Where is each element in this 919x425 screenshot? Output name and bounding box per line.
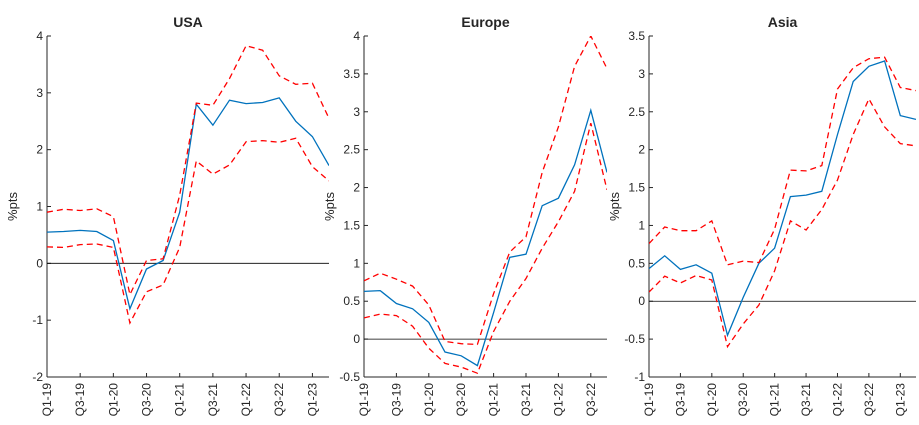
chart-title: USA bbox=[173, 14, 203, 30]
y-tick-label: 3 bbox=[36, 86, 43, 100]
y-tick-label: 1 bbox=[638, 218, 645, 232]
x-tick-label: Q3-19 bbox=[73, 383, 87, 417]
y-tick-label: 3 bbox=[353, 105, 360, 119]
x-tick-label: Q3-20 bbox=[736, 383, 750, 417]
x-tick-label: Q1-20 bbox=[422, 383, 436, 417]
chart-panel-2: -0.5 0 0.5 1 1.5 2 2.5 3 3.5 4 Q1-19 Q3-19 Q1-20 Q3-2… bbox=[322, 14, 607, 416]
plot-area bbox=[364, 36, 607, 375]
y-tick-label: 0.5 bbox=[628, 256, 645, 270]
series-line-lower bbox=[649, 97, 916, 349]
x-tick-label: Q1-23 bbox=[893, 383, 907, 417]
x-tick-label: Q1-21 bbox=[173, 383, 187, 417]
y-tick-label: 2 bbox=[638, 143, 645, 157]
x-tick-label: Q1-20 bbox=[705, 383, 719, 417]
x-tick-label: Q1-23 bbox=[305, 383, 319, 417]
y-tick-label: -1 bbox=[634, 370, 645, 384]
x-tick-label: Q3-19 bbox=[389, 383, 403, 417]
y-tick-label: 1.5 bbox=[628, 181, 645, 195]
x-tick-label: Q3-21 bbox=[519, 383, 533, 417]
y-tick-label: -2 bbox=[32, 370, 43, 384]
y-axis-label: %pts bbox=[5, 192, 20, 221]
plot-area bbox=[47, 44, 329, 325]
x-tick-label: Q1-22 bbox=[830, 383, 844, 417]
series-line-lower bbox=[47, 137, 329, 325]
y-tick-label: -0.5 bbox=[624, 332, 645, 346]
x-tick-label: Q3-22 bbox=[584, 383, 598, 417]
y-tick-label: 2.5 bbox=[628, 105, 645, 119]
y-tick-label: 1.5 bbox=[343, 218, 360, 232]
chart-title: Europe bbox=[461, 14, 509, 30]
chart-title: Asia bbox=[768, 14, 798, 30]
y-tick-label: 3.5 bbox=[628, 29, 645, 43]
chart-panel-1: -2 -1 0 1 2 3 4 Q1-19 Q3-19 Q1-20 Q3-20 Q1-21 Q3-21 Q… bbox=[5, 14, 329, 416]
y-tick-label: 3 bbox=[638, 67, 645, 81]
series-line-upper bbox=[364, 36, 607, 346]
x-tick-label: Q3-20 bbox=[454, 383, 468, 417]
y-axis-label: %pts bbox=[322, 192, 337, 221]
x-tick-label: Q3-22 bbox=[862, 383, 876, 417]
y-tick-label: 4 bbox=[353, 29, 360, 43]
x-tick-label: Q3-20 bbox=[140, 383, 154, 417]
y-tick-label: 0.5 bbox=[343, 294, 360, 308]
y-tick-label: 4 bbox=[36, 29, 43, 43]
y-tick-label: 1 bbox=[36, 200, 43, 214]
y-tick-label: 2 bbox=[36, 143, 43, 157]
y-tick-label: -0.5 bbox=[339, 370, 360, 384]
y-tick-label: 0 bbox=[353, 332, 360, 346]
x-tick-label: Q3-21 bbox=[206, 383, 220, 417]
y-tick-label: 0 bbox=[638, 294, 645, 308]
y-tick-label: 2 bbox=[353, 181, 360, 195]
x-tick-label: Q1-22 bbox=[551, 383, 565, 417]
series-line-estimate bbox=[47, 97, 329, 311]
x-tick-label: Q1-19 bbox=[642, 383, 656, 417]
x-tick-label: Q1-20 bbox=[106, 383, 120, 417]
x-tick-label: Q3-19 bbox=[673, 383, 687, 417]
y-tick-label: 3.5 bbox=[343, 67, 360, 81]
series-line-estimate bbox=[649, 60, 916, 338]
series-line-estimate bbox=[364, 107, 607, 367]
x-tick-label: Q1-21 bbox=[487, 383, 501, 417]
series-line-upper bbox=[649, 56, 916, 266]
x-tick-label: Q3-22 bbox=[272, 383, 286, 417]
chart-panel-3: -1 -0.5 0 0.5 1 1.5 2 2.5 3 3.5 Q1-19 Q3-19 Q1-20 Q3-… bbox=[607, 14, 916, 416]
y-axis-label: %pts bbox=[607, 192, 622, 221]
y-tick-label: 2.5 bbox=[343, 143, 360, 157]
x-tick-label: Q1-21 bbox=[768, 383, 782, 417]
y-tick-label: 1 bbox=[353, 256, 360, 270]
x-tick-label: Q1-19 bbox=[40, 383, 54, 417]
x-tick-label: Q1-22 bbox=[239, 383, 253, 417]
x-tick-label: Q1-19 bbox=[357, 383, 371, 417]
series-line-lower bbox=[364, 122, 607, 375]
x-tick-label: Q3-21 bbox=[799, 383, 813, 417]
plot-area bbox=[649, 56, 916, 349]
y-tick-label: 0 bbox=[36, 256, 43, 270]
y-tick-label: -1 bbox=[32, 313, 43, 327]
series-line-upper bbox=[47, 44, 329, 297]
